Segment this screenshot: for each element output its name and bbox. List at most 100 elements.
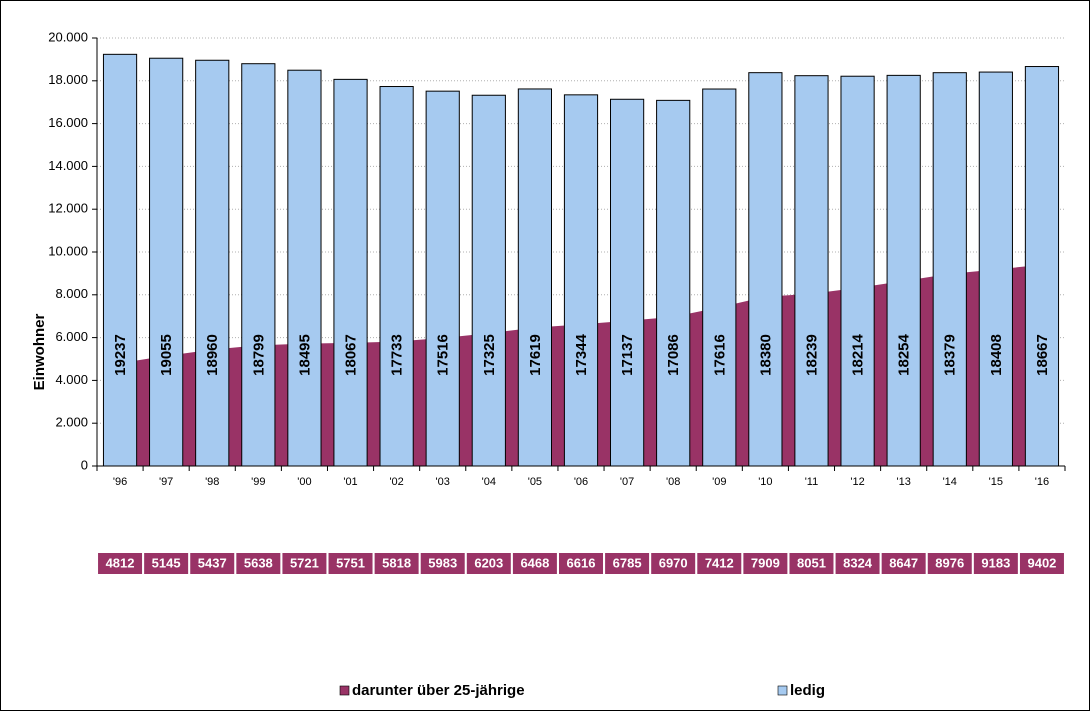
y-tick-label: 0 xyxy=(81,457,88,472)
y-tick-label: 18.000 xyxy=(48,72,88,87)
value-label: 8324 xyxy=(843,555,873,570)
y-tick-label: 12.000 xyxy=(48,201,88,216)
value-label: 6468 xyxy=(520,555,549,570)
value-label: 5721 xyxy=(290,555,319,570)
x-tick-label: '09 xyxy=(712,476,726,488)
value-label: 5983 xyxy=(428,555,457,570)
value-label: 8647 xyxy=(889,555,918,570)
value-label: 19237 xyxy=(112,334,129,376)
legend-label: darunter über 25-jährige xyxy=(352,682,525,699)
bar xyxy=(379,86,414,467)
bar xyxy=(241,63,276,467)
bar xyxy=(1024,66,1060,467)
value-label: 18667 xyxy=(1034,334,1051,376)
x-tick-label: '99 xyxy=(251,476,265,488)
value-label: 5818 xyxy=(382,555,411,570)
bar xyxy=(425,90,460,467)
bar xyxy=(932,72,967,467)
value-label: 19055 xyxy=(158,334,175,376)
value-label: 7909 xyxy=(751,555,780,570)
value-label: 18380 xyxy=(757,334,774,376)
x-tick-label: '02 xyxy=(389,476,403,488)
value-label-box xyxy=(559,553,603,574)
value-label-box xyxy=(374,553,419,574)
x-tick-label: '15 xyxy=(989,476,1003,488)
bar xyxy=(840,75,875,467)
y-tick-label: 10.000 xyxy=(48,243,88,258)
value-label-box xyxy=(927,553,972,574)
value-label: 18239 xyxy=(803,334,820,376)
x-tick-label: '01 xyxy=(343,476,357,488)
bar xyxy=(195,59,230,467)
y-tick-label: 16.000 xyxy=(48,115,88,130)
value-label: 5145 xyxy=(152,555,181,570)
x-tick-label: '11 xyxy=(805,476,819,488)
legend-swatch xyxy=(777,685,788,696)
y-tick-label: 2.000 xyxy=(55,415,88,430)
bar xyxy=(563,94,599,467)
value-label-box xyxy=(282,553,327,574)
value-label-box xyxy=(605,553,650,574)
x-tick-label: '96 xyxy=(113,476,127,488)
value-label-box xyxy=(789,553,834,574)
value-label: 6970 xyxy=(659,555,688,570)
bar xyxy=(517,88,552,467)
value-label: 18214 xyxy=(850,333,867,375)
bar xyxy=(702,88,737,467)
value-label: 17086 xyxy=(665,334,682,376)
value-label: 8051 xyxy=(797,555,826,570)
value-label: 18495 xyxy=(296,334,313,376)
value-label: 7412 xyxy=(705,555,734,570)
value-label-box xyxy=(973,553,1018,574)
value-label-box xyxy=(743,553,788,574)
value-label: 18960 xyxy=(204,334,221,376)
value-label: 17325 xyxy=(481,334,498,376)
value-label: 9183 xyxy=(981,555,1010,570)
y-tick-label: 4.000 xyxy=(55,372,88,387)
x-tick-label: '16 xyxy=(1035,476,1049,488)
bar xyxy=(886,74,921,467)
x-tick-label: '03 xyxy=(436,476,450,488)
x-tick-label: '10 xyxy=(758,476,772,488)
value-label-box xyxy=(1019,553,1064,574)
value-label-box xyxy=(697,553,742,574)
x-tick-label: '14 xyxy=(943,476,957,488)
value-label-box xyxy=(236,553,281,574)
value-label-box xyxy=(881,553,926,574)
value-label-box xyxy=(466,553,511,574)
bar xyxy=(102,53,138,467)
value-label: 6203 xyxy=(474,555,503,570)
value-label-box xyxy=(98,553,143,574)
x-tick-label: '04 xyxy=(482,476,496,488)
value-label: 8976 xyxy=(935,555,964,570)
x-tick-label: '07 xyxy=(620,476,634,488)
bar xyxy=(794,75,829,467)
legend-label: ledig xyxy=(790,682,825,699)
value-label: 17516 xyxy=(435,334,452,376)
value-label: 6785 xyxy=(613,555,642,570)
value-label-box xyxy=(512,553,557,574)
value-label: 18408 xyxy=(988,334,1005,376)
x-tick-label: '13 xyxy=(896,476,910,488)
value-label: 17616 xyxy=(711,334,728,376)
value-label: 17344 xyxy=(573,333,590,375)
y-axis-label: Einwohner xyxy=(31,314,48,391)
y-tick-label: 8.000 xyxy=(55,286,88,301)
bar xyxy=(287,69,322,467)
bar xyxy=(656,99,691,467)
x-tick-label: '00 xyxy=(297,476,311,488)
bar xyxy=(610,98,645,467)
value-label: 17137 xyxy=(619,334,636,376)
value-label-box xyxy=(420,553,465,574)
value-label: 17733 xyxy=(389,334,406,376)
bar xyxy=(978,71,1013,467)
x-tick-label: '97 xyxy=(159,476,173,488)
value-label: 4812 xyxy=(106,555,135,570)
y-tick-label: 6.000 xyxy=(55,329,88,344)
legend-swatch xyxy=(339,685,350,696)
bar xyxy=(748,72,783,467)
y-tick-label: 20.000 xyxy=(48,29,88,44)
value-label: 5638 xyxy=(244,555,273,570)
value-label-box xyxy=(328,553,373,574)
